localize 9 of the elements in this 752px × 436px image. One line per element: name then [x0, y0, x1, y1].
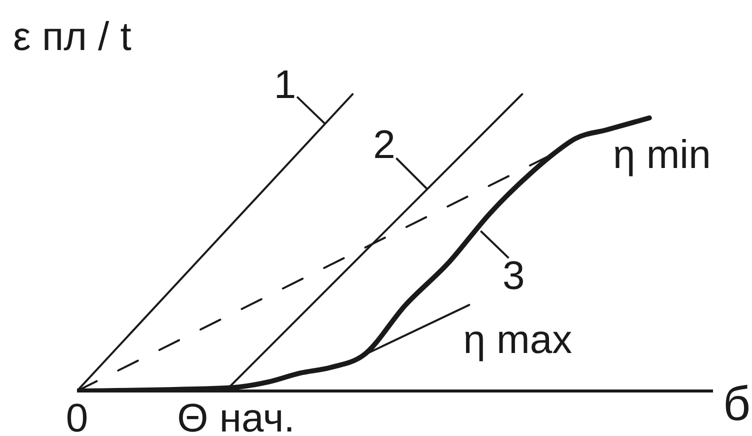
- series-label: 2: [373, 123, 396, 168]
- y-axis-title: ε пл / t: [13, 15, 132, 59]
- x-tick-label: 0: [66, 396, 88, 436]
- x-tick-label: Θ нач.: [177, 396, 295, 436]
- legend-label: 1: [274, 62, 296, 107]
- annotation: η min: [613, 133, 711, 177]
- series-label: η max: [463, 318, 572, 362]
- series-label: 3: [502, 254, 525, 298]
- x-axis-title: б: [723, 378, 750, 431]
